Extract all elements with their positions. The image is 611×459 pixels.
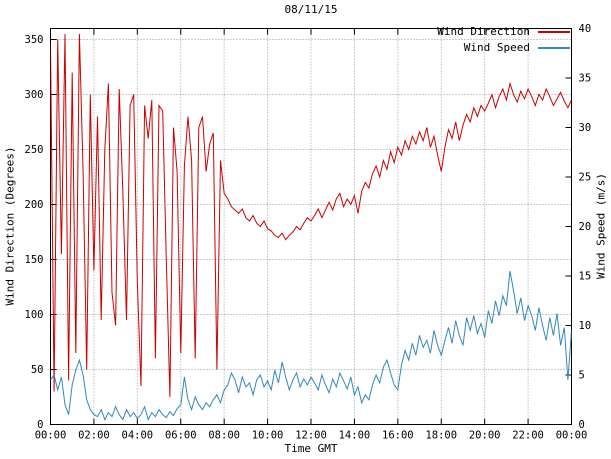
svg-text:06:00: 06:00	[165, 430, 197, 442]
svg-text:250: 250	[25, 144, 44, 156]
svg-text:40: 40	[579, 23, 592, 35]
svg-text:20: 20	[579, 221, 592, 233]
svg-text:20:00: 20:00	[469, 430, 501, 442]
svg-text:16:00: 16:00	[382, 430, 414, 442]
svg-text:22:00: 22:00	[512, 430, 544, 442]
legend: Wind Direction Wind Speed	[437, 25, 570, 54]
svg-text:200: 200	[25, 199, 44, 211]
svg-text:50: 50	[31, 364, 44, 376]
legend-item-wind-direction: Wind Direction	[437, 25, 570, 38]
svg-text:0: 0	[579, 419, 585, 431]
svg-text:5: 5	[579, 370, 585, 382]
svg-text:35: 35	[579, 73, 592, 85]
svg-text:30: 30	[579, 122, 592, 134]
x-axis-title: Time GMT	[284, 442, 338, 455]
legend-line-wind-speed	[538, 46, 570, 49]
svg-text:04:00: 04:00	[122, 430, 154, 442]
y-left-axis-title: Wind Direction (Degrees)	[3, 146, 17, 306]
svg-text:08:00: 08:00	[208, 430, 240, 442]
legend-label-wind-direction: Wind Direction	[437, 25, 530, 38]
svg-text:350: 350	[25, 34, 44, 46]
svg-text:10: 10	[579, 320, 592, 332]
svg-text:18:00: 18:00	[425, 430, 457, 442]
svg-text:25: 25	[579, 172, 592, 184]
tick-labels: 00:00 02:00 04:00 06:00 08:00 10:00 12:00 14:00…	[25, 23, 592, 442]
legend-item-wind-speed: Wind Speed	[464, 41, 570, 54]
chart-title: 08/11/15	[284, 3, 338, 16]
svg-text:300: 300	[25, 89, 44, 101]
svg-text:15: 15	[579, 271, 592, 283]
svg-text:02:00: 02:00	[78, 430, 110, 442]
svg-text:0: 0	[37, 419, 43, 431]
svg-text:00:00: 00:00	[556, 430, 588, 442]
y-right-axis-title: Wind Speed (m/s)	[594, 173, 608, 279]
series-wind-speed	[50, 270, 572, 421]
svg-text:150: 150	[25, 254, 44, 266]
svg-text:14:00: 14:00	[339, 430, 371, 442]
series-wind-direction	[50, 33, 572, 398]
svg-text:10:00: 10:00	[252, 430, 284, 442]
legend-line-wind-direction	[538, 30, 570, 33]
legend-label-wind-speed: Wind Speed	[463, 41, 530, 54]
svg-text:100: 100	[25, 309, 44, 321]
svg-text:00:00: 00:00	[35, 430, 67, 442]
svg-text:12:00: 12:00	[295, 430, 327, 442]
